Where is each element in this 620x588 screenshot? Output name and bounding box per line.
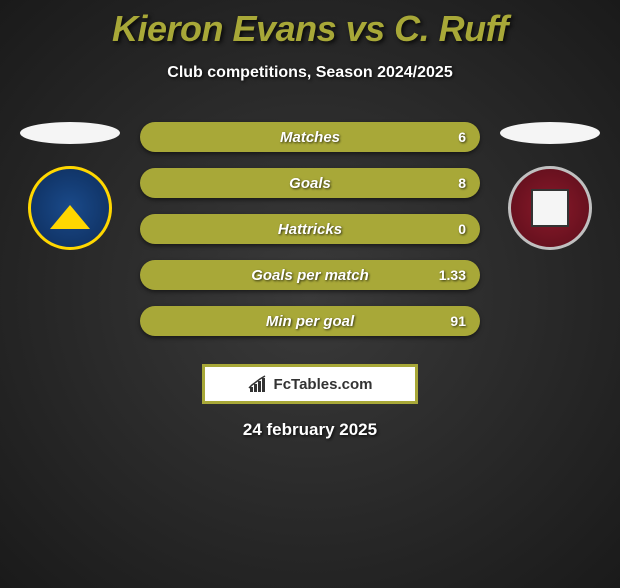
right-club-badge <box>508 166 592 250</box>
right-side <box>500 122 600 250</box>
stat-value: 0 <box>458 221 466 237</box>
subtitle: Club competitions, Season 2024/2025 <box>0 64 620 82</box>
player-photo-placeholder-left <box>20 122 120 144</box>
source-attribution-box: FcTables.com <box>202 364 418 404</box>
stat-label: Matches <box>280 129 340 146</box>
stats-column: Matches 6 Goals 8 Hattricks 0 Goals per … <box>140 122 480 336</box>
stat-value: 6 <box>458 129 466 145</box>
stat-label: Hattricks <box>278 221 342 238</box>
stat-label: Goals per match <box>251 267 369 284</box>
stat-row-goals: Goals 8 <box>140 168 480 198</box>
player-photo-placeholder-right <box>500 122 600 144</box>
stat-row-matches: Matches 6 <box>140 122 480 152</box>
content-area: Matches 6 Goals 8 Hattricks 0 Goals per … <box>0 122 620 336</box>
stat-row-min-per-goal: Min per goal 91 <box>140 306 480 336</box>
stat-value: 8 <box>458 175 466 191</box>
stat-row-goals-per-match: Goals per match 1.33 <box>140 260 480 290</box>
stat-label: Goals <box>289 175 331 192</box>
stat-row-hattricks: Hattricks 0 <box>140 214 480 244</box>
source-label: FcTables.com <box>274 376 373 393</box>
stat-value: 1.33 <box>439 267 466 283</box>
stat-label: Min per goal <box>266 313 354 330</box>
chart-icon <box>248 375 268 393</box>
left-side <box>20 122 120 250</box>
date-label: 24 february 2025 <box>0 420 620 440</box>
stat-value: 91 <box>450 313 466 329</box>
comparison-title: Kieron Evans vs C. Ruff <box>0 8 620 50</box>
left-club-badge <box>28 166 112 250</box>
